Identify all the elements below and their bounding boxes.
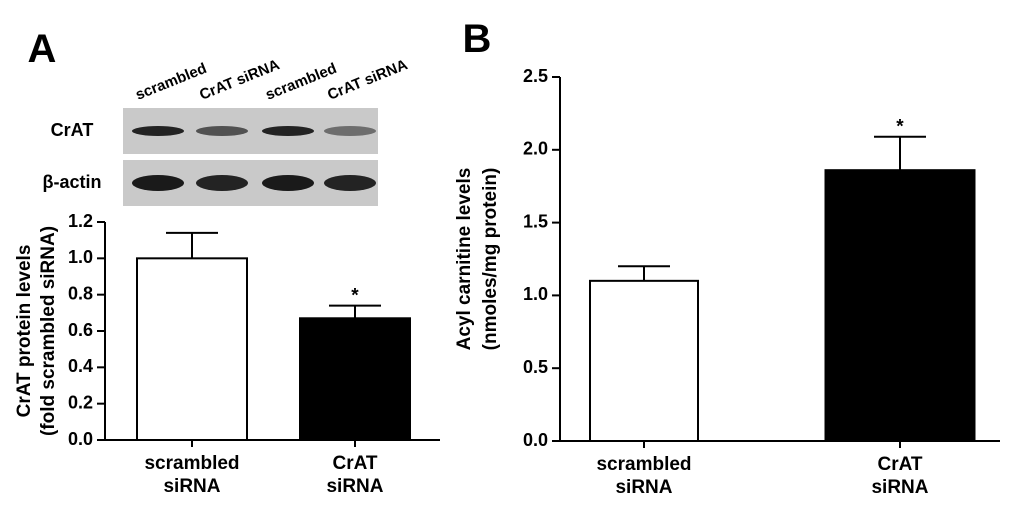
blot-band xyxy=(324,126,376,136)
panel-label: A xyxy=(28,27,57,71)
y-tick-label: 0.2 xyxy=(68,392,93,412)
x-tick-label: siRNA xyxy=(615,477,672,498)
y-tick-label: 0.0 xyxy=(523,430,548,450)
x-tick-label: siRNA xyxy=(163,476,220,497)
blot-band xyxy=(196,175,248,191)
blot-band xyxy=(132,126,184,136)
bar xyxy=(299,317,411,441)
y-axis-label: (fold scrambled siRNA) xyxy=(38,226,59,436)
x-tick-label: siRNA xyxy=(326,476,383,497)
blot-band xyxy=(262,175,314,191)
x-tick-label: siRNA xyxy=(871,477,928,498)
blot-band xyxy=(196,126,248,136)
y-tick-label: 1.0 xyxy=(523,284,548,304)
x-tick-label: scrambled xyxy=(596,454,691,475)
y-axis-label: CrAT protein levels xyxy=(14,245,35,418)
panel-label: B xyxy=(463,17,492,61)
y-tick-label: 1.2 xyxy=(68,211,93,231)
y-axis-label: (nmoles/mg protein) xyxy=(480,168,501,351)
y-axis-label: Acyl carnitine levels xyxy=(454,168,475,351)
x-tick-label: CrAT xyxy=(332,453,377,474)
significance-marker: * xyxy=(896,117,904,138)
bar xyxy=(589,279,699,442)
y-tick-label: 0.6 xyxy=(68,320,93,340)
y-tick-label: 0.4 xyxy=(68,356,93,376)
significance-marker: * xyxy=(351,286,359,307)
blot-band xyxy=(132,175,184,191)
y-tick-label: 0.5 xyxy=(523,357,548,377)
y-tick-label: 1.5 xyxy=(523,211,548,231)
bar xyxy=(824,169,976,443)
blot-band xyxy=(262,126,314,136)
bar xyxy=(136,257,248,442)
x-tick-label: scrambled xyxy=(144,453,239,474)
y-tick-label: 2.0 xyxy=(523,139,548,159)
blot-band xyxy=(324,175,376,191)
x-tick-label: CrAT xyxy=(877,454,922,475)
blot-row-label: CrAT xyxy=(51,120,94,140)
y-tick-label: 1.0 xyxy=(68,247,93,267)
y-tick-label: 2.5 xyxy=(523,66,548,86)
y-tick-label: 0.8 xyxy=(68,283,93,303)
y-tick-label: 0.0 xyxy=(68,429,93,449)
blot-row-label: β-actin xyxy=(43,172,102,192)
